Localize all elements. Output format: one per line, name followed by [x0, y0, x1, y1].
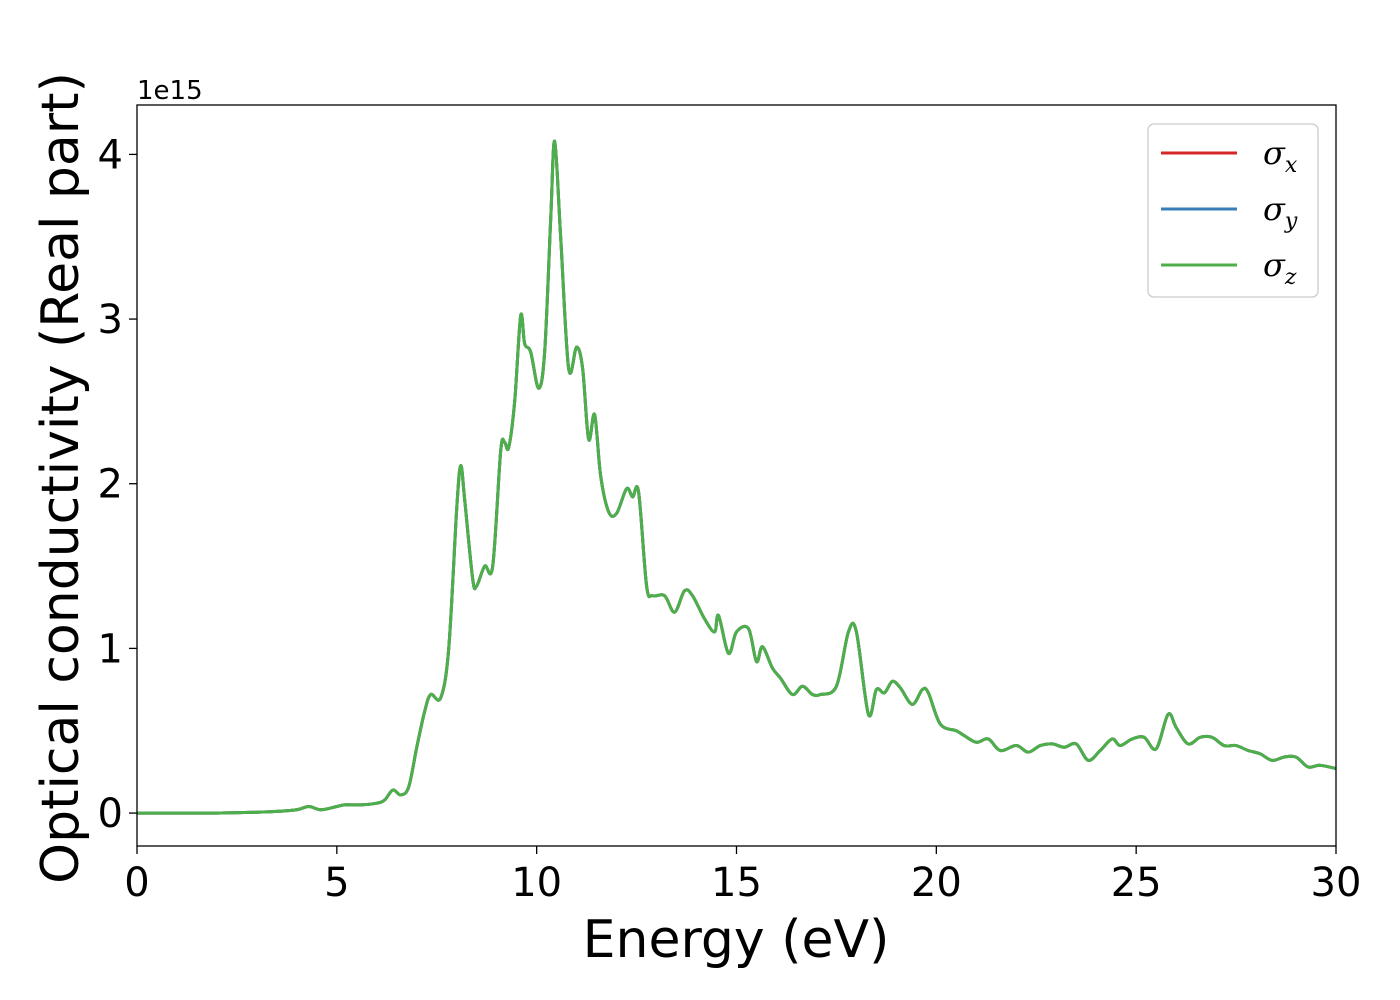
- y-tick-label: 4: [98, 132, 123, 178]
- x-axis-ticks: 0 5 10 15 20 25 30: [124, 846, 1361, 906]
- legend-label-x: σx: [1263, 134, 1298, 178]
- y-tick-label: 3: [98, 297, 123, 343]
- series-layer: [137, 139, 1336, 815]
- plot-area: [136, 104, 1337, 847]
- y-tick-label: 2: [98, 462, 123, 508]
- y-axis-label: Optical conductivity (Real part): [31, 72, 91, 884]
- y-axis-ticks: 0 1 2 3 4: [98, 132, 137, 837]
- x-tick-label: 5: [324, 860, 349, 906]
- x-tick-label: 0: [124, 860, 149, 906]
- x-tick-label: 10: [511, 860, 562, 906]
- x-tick-label: 30: [1311, 860, 1362, 906]
- y-tick-label: 1: [98, 626, 123, 672]
- x-tick-label: 25: [1111, 860, 1162, 906]
- y-tick-label: 0: [98, 791, 123, 837]
- x-axis-label: Energy (eV): [583, 910, 890, 970]
- legend-items: σx σy σz: [1161, 134, 1298, 290]
- legend-label-y: σy: [1263, 190, 1298, 234]
- legend-label-z: σz: [1263, 246, 1297, 290]
- y-offset-label: 1e15: [137, 76, 203, 106]
- x-tick-label: 15: [711, 860, 762, 906]
- x-tick-label: 20: [911, 860, 962, 906]
- legend: σx σy σz: [1147, 123, 1319, 298]
- series-line-z: [137, 139, 1336, 815]
